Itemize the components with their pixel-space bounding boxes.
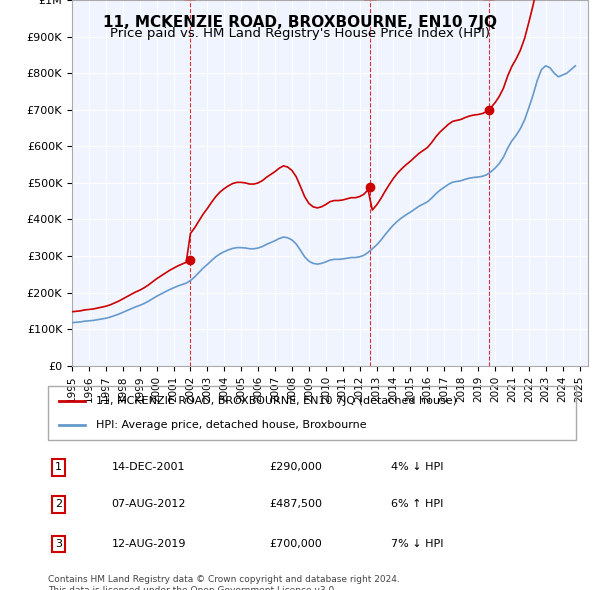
Text: 2: 2 [55, 500, 62, 509]
Text: 1: 1 [55, 463, 62, 472]
Text: £290,000: £290,000 [270, 463, 323, 472]
Text: Price paid vs. HM Land Registry's House Price Index (HPI): Price paid vs. HM Land Registry's House … [110, 27, 490, 40]
Text: 12-AUG-2019: 12-AUG-2019 [112, 539, 186, 549]
Text: 7% ↓ HPI: 7% ↓ HPI [391, 539, 444, 549]
Text: 11, MCKENZIE ROAD, BROXBOURNE, EN10 7JQ: 11, MCKENZIE ROAD, BROXBOURNE, EN10 7JQ [103, 15, 497, 30]
Text: HPI: Average price, detached house, Broxbourne: HPI: Average price, detached house, Brox… [95, 419, 366, 430]
Text: 6% ↑ HPI: 6% ↑ HPI [391, 500, 443, 509]
Text: 3: 3 [55, 539, 62, 549]
Text: 07-AUG-2012: 07-AUG-2012 [112, 500, 186, 509]
Text: 11, MCKENZIE ROAD, BROXBOURNE, EN10 7JQ (detached house): 11, MCKENZIE ROAD, BROXBOURNE, EN10 7JQ … [95, 396, 457, 407]
Text: Contains HM Land Registry data © Crown copyright and database right 2024.
This d: Contains HM Land Registry data © Crown c… [48, 575, 400, 590]
Text: £487,500: £487,500 [270, 500, 323, 509]
Text: 4% ↓ HPI: 4% ↓ HPI [391, 463, 444, 472]
Text: 14-DEC-2001: 14-DEC-2001 [112, 463, 185, 472]
Text: £700,000: £700,000 [270, 539, 323, 549]
